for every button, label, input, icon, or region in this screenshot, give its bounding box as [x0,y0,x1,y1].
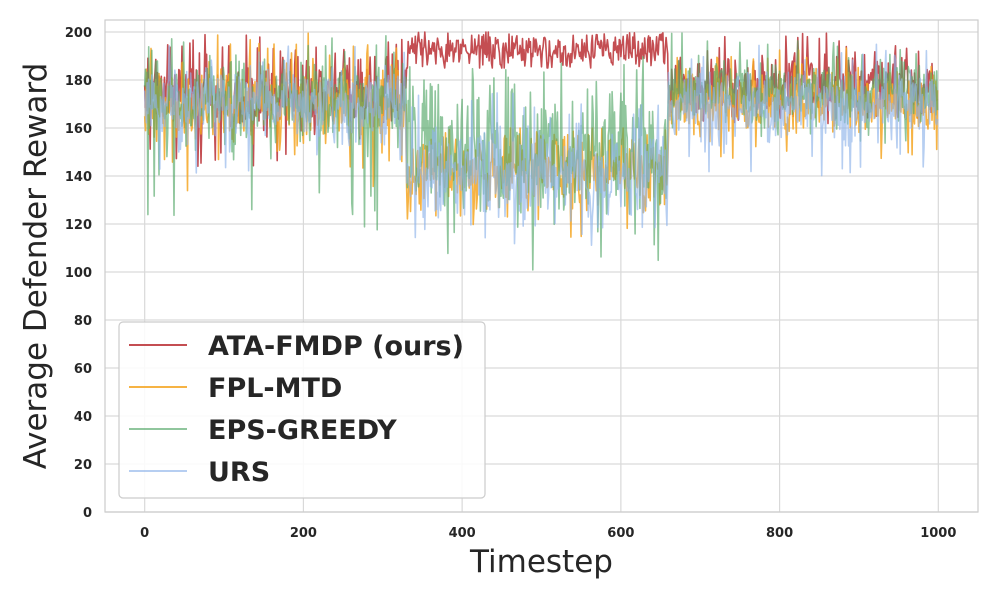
y-tick-label: 200 [65,26,92,41]
legend-label: URS [208,457,270,488]
x-tick-label: 1000 [920,526,956,541]
y-tick-label: 80 [74,314,92,329]
legend-label: ATA-FMDP (ours) [208,331,464,362]
y-tick-label: 120 [65,218,92,233]
legend-label: EPS-GREEDY [208,415,397,446]
y-tick-label: 180 [65,74,92,89]
y-tick-label: 100 [65,266,92,281]
y-axis-title: Average Defender Reward [18,63,54,470]
y-tick-label: 160 [65,122,92,137]
x-tick-label: 0 [140,526,149,541]
x-tick-label: 400 [449,526,476,541]
x-axis-title: Timestep [469,544,613,580]
x-tick-label: 200 [290,526,317,541]
y-tick-label: 140 [65,170,92,185]
legend-label: FPL-MTD [208,373,342,404]
y-tick-label: 40 [74,410,92,425]
x-tick-label: 800 [766,526,793,541]
y-tick-label: 20 [74,458,92,473]
legend-box [118,321,486,499]
y-tick-label: 60 [74,362,92,377]
y-tick-label: 0 [83,506,92,521]
x-tick-label: 600 [607,526,634,541]
plot-frame [104,19,979,513]
tick-labels: 0 200 400 600 800 1000 0 20 40 60 80 100 120 140 160 18… [65,26,957,541]
legend: ATA-FMDP (ours) FPL-MTD EPS-GREEDY URS [118,321,486,499]
series-lines [143,31,939,271]
series-line-3 [143,43,939,246]
